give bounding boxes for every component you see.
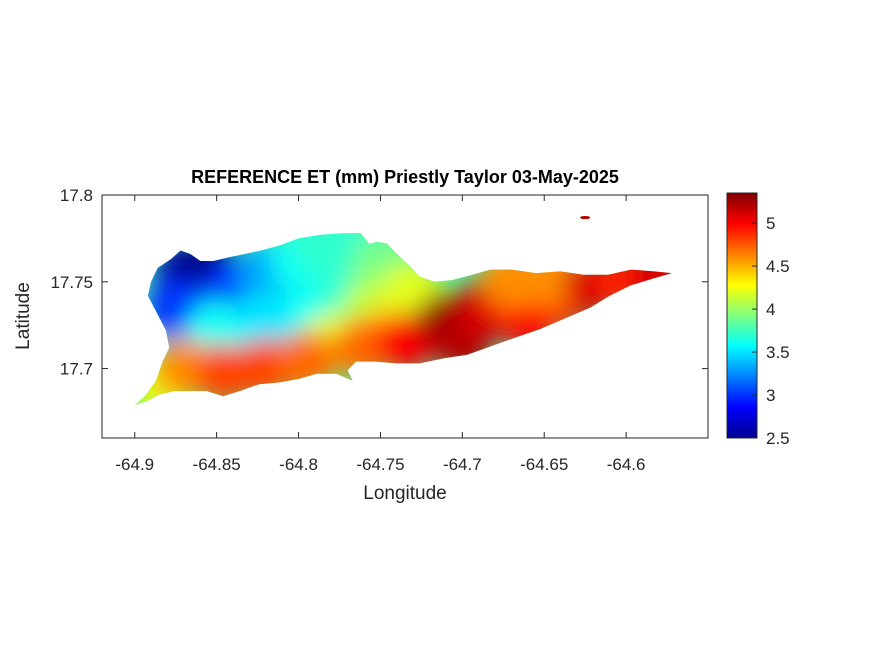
y-tick-label: 17.8	[60, 186, 93, 205]
chart-title: REFERENCE ET (mm) Priestly Taylor 03-May…	[191, 167, 619, 187]
colorbar-tick-label: 5	[766, 214, 775, 233]
colorbar-tick-label: 3	[766, 386, 775, 405]
x-tick-label: -64.8	[279, 455, 318, 474]
x-tick-label: -64.85	[193, 455, 241, 474]
y-tick-label: 17.75	[50, 273, 93, 292]
x-tick-label: -64.9	[115, 455, 154, 474]
x-tick-label: -64.75	[356, 455, 404, 474]
islet-mark	[580, 215, 591, 220]
colorbar-tick-label: 3.5	[766, 343, 790, 362]
colorbar-tick-label: 4.5	[766, 257, 790, 276]
colorbar-tick-label: 4	[766, 300, 775, 319]
x-tick-label: -64.65	[520, 455, 568, 474]
heat-cell	[235, 289, 296, 350]
x-tick-label: -64.7	[443, 455, 482, 474]
y-tick-label: 17.7	[60, 360, 93, 379]
x-axis-label: Longitude	[363, 483, 446, 504]
colorbar-tick-label: 2.5	[766, 429, 790, 448]
colorbar	[726, 192, 758, 439]
y-axis-label: Latitude	[13, 282, 34, 350]
x-tick-label: -64.6	[607, 455, 646, 474]
